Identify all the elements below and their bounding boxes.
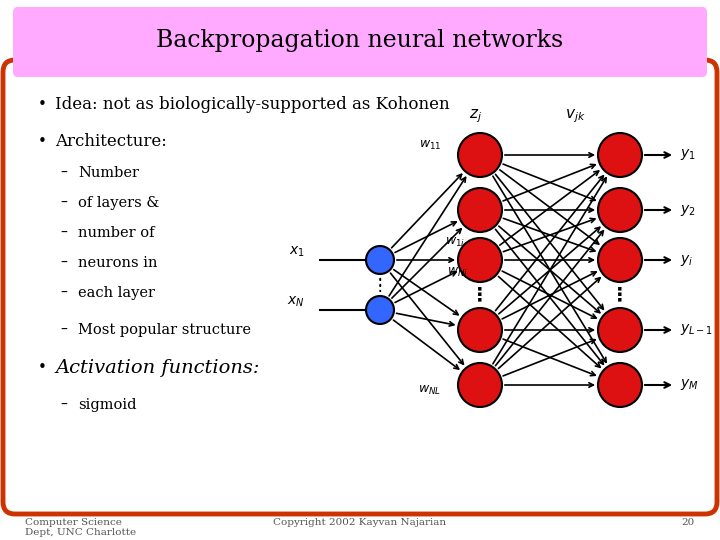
Text: $w_{NL}$: $w_{NL}$ xyxy=(418,383,441,396)
Text: Activation functions:: Activation functions: xyxy=(55,359,259,377)
Text: Idea: not as biologically-supported as Kohonen: Idea: not as biologically-supported as K… xyxy=(55,97,449,113)
Circle shape xyxy=(458,238,502,282)
Text: ⋮: ⋮ xyxy=(470,286,490,305)
Text: of layers &: of layers & xyxy=(78,196,159,210)
Text: $w_{11}$: $w_{11}$ xyxy=(419,138,441,152)
Text: –: – xyxy=(60,398,67,412)
Text: $x_1$: $x_1$ xyxy=(289,245,305,259)
Text: $y_1$: $y_1$ xyxy=(680,147,696,163)
Text: sigmoid: sigmoid xyxy=(78,398,137,412)
Circle shape xyxy=(598,363,642,407)
Text: –: – xyxy=(60,196,67,210)
Text: Architecture:: Architecture: xyxy=(55,133,167,151)
Text: $w_{Ni}$: $w_{Ni}$ xyxy=(447,266,469,279)
Circle shape xyxy=(458,308,502,352)
FancyBboxPatch shape xyxy=(13,7,707,77)
Text: ⋮: ⋮ xyxy=(372,276,388,294)
Text: $y_2$: $y_2$ xyxy=(680,202,696,218)
FancyBboxPatch shape xyxy=(3,60,717,514)
Text: –: – xyxy=(60,323,67,337)
Circle shape xyxy=(458,363,502,407)
Text: ⋮: ⋮ xyxy=(611,286,630,305)
Text: •: • xyxy=(38,134,47,150)
Text: –: – xyxy=(60,286,67,300)
Text: Number: Number xyxy=(78,166,139,180)
Text: –: – xyxy=(60,166,67,180)
Text: $y_M$: $y_M$ xyxy=(680,377,698,393)
Text: $x_N$: $x_N$ xyxy=(287,295,305,309)
Circle shape xyxy=(598,133,642,177)
Text: –: – xyxy=(60,226,67,240)
Text: number of: number of xyxy=(78,226,155,240)
Text: neurons in: neurons in xyxy=(78,256,158,270)
Text: $\mathbf{\mathit{v}}_{jk}$: $\mathbf{\mathit{v}}_{jk}$ xyxy=(564,107,585,125)
Text: $\mathit{z}_j$: $\mathit{z}_j$ xyxy=(469,107,482,125)
Text: $w_{1i}$: $w_{1i}$ xyxy=(445,235,465,248)
Text: $y_{L-1}$: $y_{L-1}$ xyxy=(680,322,713,338)
Circle shape xyxy=(458,188,502,232)
Circle shape xyxy=(458,133,502,177)
Text: each layer: each layer xyxy=(78,286,155,300)
Circle shape xyxy=(366,296,394,324)
Text: •: • xyxy=(38,361,47,375)
Text: 20: 20 xyxy=(682,518,695,527)
Text: Copyright 2002 Kayvan Najarian: Copyright 2002 Kayvan Najarian xyxy=(274,518,446,527)
Text: •: • xyxy=(38,98,47,112)
Text: Backpropagation neural networks: Backpropagation neural networks xyxy=(156,29,564,51)
Circle shape xyxy=(366,246,394,274)
Text: –: – xyxy=(60,256,67,270)
Circle shape xyxy=(598,188,642,232)
Circle shape xyxy=(598,308,642,352)
Circle shape xyxy=(598,238,642,282)
Text: $y_i$: $y_i$ xyxy=(680,253,693,267)
Text: ⋮: ⋮ xyxy=(372,271,388,289)
Text: Most popular structure: Most popular structure xyxy=(78,323,251,337)
Text: Computer Science
Dept, UNC Charlotte: Computer Science Dept, UNC Charlotte xyxy=(25,518,136,537)
